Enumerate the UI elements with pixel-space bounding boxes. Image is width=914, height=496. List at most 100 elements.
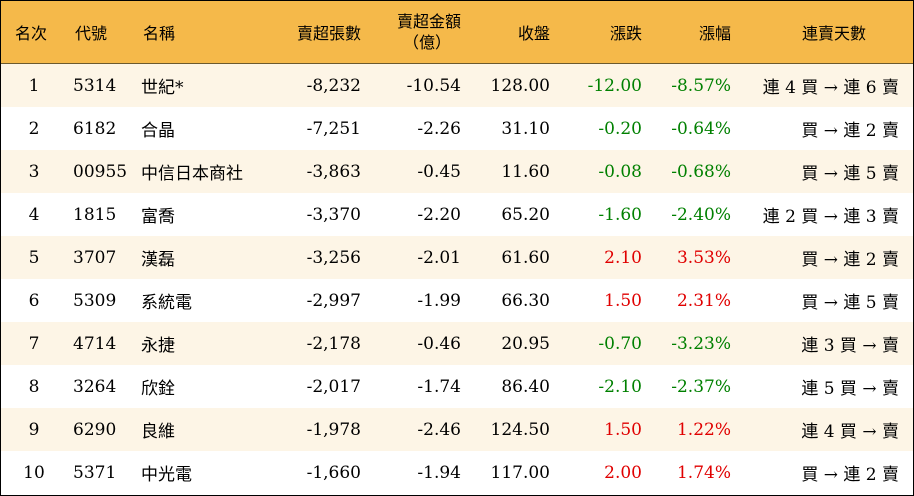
cell-net-sell-amount: -10.54 <box>406 75 461 96</box>
cell-rank: 4 <box>28 204 40 225</box>
header-rank: 名次 <box>15 24 48 43</box>
cell-rank: 10 <box>23 462 45 483</box>
cell-streak: 連 2 買 → 連 3 賣 <box>762 207 899 227</box>
table-row: 5 3707 漢磊 -3,256 -2.01 61.60 2.10 3.53% 買 → 連 2 … <box>1 236 913 279</box>
cell-name: 良維 <box>141 422 175 442</box>
cell-close: 86.40 <box>501 376 550 397</box>
cell-net-sell-lots: -8,232 <box>306 75 361 96</box>
cell-change: -0.70 <box>598 333 642 354</box>
cell-net-sell-lots: -7,251 <box>306 118 361 139</box>
cell-streak: 連 4 買 → 連 6 賣 <box>762 78 899 98</box>
header-name: 名稱 <box>143 24 176 43</box>
cell-change: 1.50 <box>604 290 642 311</box>
cell-change: 1.50 <box>604 419 642 440</box>
cell-name: 合晶 <box>141 121 175 141</box>
header-change-pct: 漲幅 <box>698 24 731 43</box>
cell-close: 124.50 <box>490 419 550 440</box>
cell-streak: 連 5 買 → 賣 <box>801 379 899 399</box>
cell-code: 4714 <box>73 333 117 354</box>
cell-close: 128.00 <box>490 75 550 96</box>
cell-net-sell-amount: -2.46 <box>417 419 461 440</box>
cell-streak: 買 → 連 2 賣 <box>801 121 899 141</box>
cell-net-sell-lots: -3,370 <box>306 204 361 225</box>
table-row: 10 5371 中光電 -1,660 -1.94 117.00 2.00 1.74% 買 → 連… <box>1 451 913 494</box>
cell-rank: 3 <box>28 161 40 182</box>
cell-streak: 買 → 連 2 賣 <box>801 465 899 485</box>
cell-change: -0.08 <box>598 161 642 182</box>
cell-close: 117.00 <box>490 462 550 483</box>
cell-net-sell-amount: -2.01 <box>417 247 461 268</box>
cell-change-pct: -0.68% <box>671 161 731 182</box>
header-change: 漲跌 <box>609 24 642 43</box>
cell-change-pct: -0.64% <box>671 118 731 139</box>
cell-name: 世紀* <box>141 78 184 98</box>
cell-net-sell-lots: -1,978 <box>306 419 361 440</box>
cell-streak: 連 3 買 → 賣 <box>801 336 899 356</box>
table-row: 7 4714 永捷 -2,178 -0.46 20.95 -0.70 -3.23% 連 3 買 … <box>1 322 913 365</box>
cell-change: 2.10 <box>604 247 642 268</box>
header-close: 收盤 <box>517 24 550 43</box>
cell-change: -0.20 <box>598 118 642 139</box>
cell-rank: 6 <box>28 290 40 311</box>
cell-change-pct: -3.23% <box>671 333 731 354</box>
cell-net-sell-amount: -0.45 <box>417 161 461 182</box>
table-header: 名次 代號 名稱 賣超張數 賣超金額 （億） 收盤 漲跌 漲幅 連賣天數 <box>1 1 913 64</box>
cell-net-sell-lots: -2,997 <box>306 290 361 311</box>
table-body: 1 5314 世紀* -8,232 -10.54 128.00 -12.00 -8.57% 連 … <box>1 64 913 494</box>
cell-name: 欣銓 <box>141 379 175 399</box>
cell-change: -12.00 <box>587 75 642 96</box>
cell-streak: 買 → 連 5 賣 <box>801 164 899 184</box>
cell-net-sell-amount: -1.74 <box>417 376 461 397</box>
cell-change: -2.10 <box>598 376 642 397</box>
table-row: 3 00955 中信日本商社 -3,863 -0.45 11.60 -0.08 -0.68% 買… <box>1 150 913 193</box>
cell-streak: 買 → 連 2 賣 <box>801 250 899 270</box>
cell-net-sell-amount: -1.94 <box>417 462 461 483</box>
cell-rank: 8 <box>28 376 40 397</box>
cell-code: 6182 <box>73 118 117 139</box>
table-row: 6 5309 系統電 -2,997 -1.99 66.30 1.50 2.31% 買 → 連 5… <box>1 279 913 322</box>
cell-net-sell-lots: -2,017 <box>306 376 361 397</box>
header-net-sell-amount: 賣超金額 （億） <box>361 11 461 53</box>
cell-name: 永捷 <box>141 336 175 356</box>
table-row: 4 1815 富喬 -3,370 -2.20 65.20 -1.60 -2.40% 連 2 買 … <box>1 193 913 236</box>
cell-change: 2.00 <box>604 462 642 483</box>
cell-name: 中光電 <box>141 465 192 485</box>
cell-name: 富喬 <box>141 207 175 227</box>
cell-code: 5314 <box>73 75 117 96</box>
table-row: 8 3264 欣銓 -2,017 -1.74 86.40 -2.10 -2.37% 連 5 買 … <box>1 365 913 408</box>
cell-close: 66.30 <box>501 290 550 311</box>
cell-net-sell-lots: -3,863 <box>306 161 361 182</box>
cell-change-pct: -8.57% <box>671 75 731 96</box>
table-row: 9 6290 良維 -1,978 -2.46 124.50 1.50 1.22% 連 4 買 →… <box>1 408 913 451</box>
cell-close: 65.20 <box>501 204 550 225</box>
cell-rank: 2 <box>28 118 40 139</box>
cell-streak: 連 4 買 → 賣 <box>801 422 899 442</box>
cell-change-pct: 1.74% <box>676 462 731 483</box>
cell-code: 00955 <box>73 161 128 182</box>
cell-rank: 9 <box>28 419 40 440</box>
cell-change-pct: 2.31% <box>676 290 731 311</box>
cell-net-sell-amount: -2.20 <box>417 204 461 225</box>
cell-code: 1815 <box>73 204 117 225</box>
cell-rank: 5 <box>28 247 40 268</box>
cell-change-pct: -2.37% <box>671 376 731 397</box>
cell-code: 3264 <box>73 376 117 397</box>
cell-change-pct: 1.22% <box>676 419 731 440</box>
cell-close: 20.95 <box>501 333 550 354</box>
cell-rank: 1 <box>28 75 40 96</box>
header-net-sell-amount-unit: （億） <box>402 33 451 52</box>
cell-rank: 7 <box>28 333 40 354</box>
cell-change-pct: -2.40% <box>671 204 731 225</box>
header-net-sell-amount-label: 賣超金額 <box>396 12 461 31</box>
cell-change: -1.60 <box>598 204 642 225</box>
cell-net-sell-amount: -2.26 <box>417 118 461 139</box>
cell-code: 5309 <box>73 290 117 311</box>
cell-code: 6290 <box>73 419 117 440</box>
cell-streak: 買 → 連 5 賣 <box>801 293 899 313</box>
cell-net-sell-lots: -2,178 <box>306 333 361 354</box>
table-row: 2 6182 合晶 -7,251 -2.26 31.10 -0.20 -0.64% 買 → 連 … <box>1 107 913 150</box>
cell-code: 3707 <box>73 247 117 268</box>
cell-net-sell-lots: -3,256 <box>306 247 361 268</box>
cell-close: 61.60 <box>501 247 550 268</box>
cell-close: 31.10 <box>501 118 550 139</box>
